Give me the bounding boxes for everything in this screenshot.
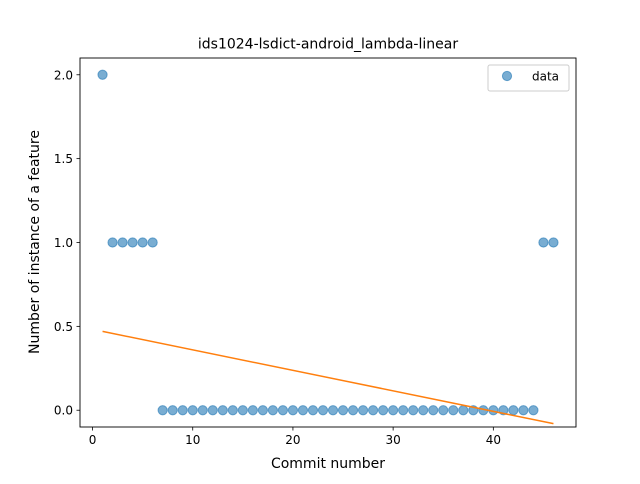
data-point [167, 405, 178, 416]
data-point [297, 405, 309, 416]
data-point [127, 237, 138, 248]
y-tick-label: 1.0 [54, 236, 73, 250]
data-point [388, 405, 399, 416]
data-point [177, 405, 188, 416]
data-point [337, 405, 349, 416]
data-point [418, 405, 429, 416]
x-tick-label: 40 [486, 433, 501, 447]
data-point [117, 237, 128, 248]
y-tick-label: 0.5 [54, 320, 73, 334]
data-point [237, 405, 248, 416]
data-point [97, 69, 108, 80]
x-tick-label: 10 [185, 433, 200, 447]
data-point [448, 405, 459, 416]
data-point [157, 405, 168, 416]
legend-marker [501, 70, 513, 82]
data-point [367, 405, 379, 416]
data-point [257, 405, 268, 416]
data-point [357, 405, 369, 416]
trend-line [102, 330, 554, 425]
data-point [107, 237, 118, 248]
data-point [518, 405, 529, 416]
data-point [398, 405, 409, 416]
data-point [217, 405, 228, 416]
data-point [508, 405, 519, 416]
data-point [428, 405, 439, 416]
x-tick-label: 30 [385, 433, 400, 447]
data-point [147, 237, 158, 248]
plot-area: 0 10 20 30 40 0.0 0.5 1.0 1.5 2.0 [54, 68, 559, 447]
data-point [277, 405, 289, 416]
y-tick-label: 2.0 [54, 68, 73, 82]
data-point [207, 405, 218, 416]
data-point [197, 405, 208, 416]
y-axis-label: Number of instance of a feature [27, 130, 43, 354]
data-point [307, 405, 319, 416]
data-point [378, 405, 389, 416]
data-point [458, 405, 469, 416]
data-point [347, 405, 359, 416]
data-point [538, 237, 549, 248]
y-tick-label: 0.0 [54, 404, 73, 418]
data-point [247, 405, 258, 416]
data-point [548, 237, 559, 248]
data-point [227, 405, 238, 416]
x-tick-label: 0 [89, 433, 97, 447]
data-point [528, 405, 539, 416]
x-tick-label: 20 [285, 433, 300, 447]
legend-label: data [532, 70, 559, 84]
x-axis-label: Commit number [271, 456, 385, 472]
data-point [408, 405, 419, 416]
axes-frame [79, 57, 577, 428]
data-point [287, 405, 299, 416]
y-tick-label: 1.5 [54, 152, 73, 166]
data-point [317, 405, 329, 416]
chart-title: ids1024-lsdict-android_lambda-linear [198, 37, 458, 53]
data-point [438, 405, 449, 416]
data-point [327, 405, 339, 416]
legend: data [487, 64, 570, 92]
data-point [267, 405, 278, 416]
data-point [187, 405, 198, 416]
data-point [137, 237, 148, 248]
